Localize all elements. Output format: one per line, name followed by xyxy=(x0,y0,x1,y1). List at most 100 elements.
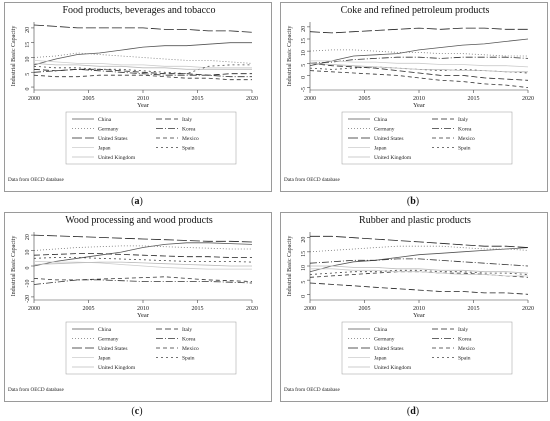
series-line-japan xyxy=(310,268,528,277)
y-axis-label: Industrial Basic Capacity xyxy=(287,26,293,87)
y-axis-label: Industrial Basic Capacity xyxy=(287,236,293,297)
legend-label: Germany xyxy=(98,127,119,133)
x-tick-label: 2015 xyxy=(468,306,480,312)
y-tick-label: -5 xyxy=(301,87,307,92)
x-tick-label: 2010 xyxy=(137,96,149,102)
series-line-spain xyxy=(33,64,252,75)
legend-label: United States xyxy=(374,346,403,352)
y-tick-label: 10 xyxy=(301,50,307,56)
legend-label: Korea xyxy=(458,337,472,343)
series-line-korea xyxy=(309,56,529,64)
series-line-united-states xyxy=(33,234,253,243)
legend-label: China xyxy=(374,327,388,333)
chart-a: 0 5 10 15 20 2000 2005 2010 2015 2020 Industrial B… xyxy=(8,22,258,183)
y-tick-label: -20 xyxy=(25,295,31,303)
y-tick-label: 5 xyxy=(301,281,307,284)
panel-a: Food products, beverages and tobacco 0 5 1… xyxy=(4,2,274,202)
legend-box xyxy=(65,111,237,165)
series-line-japan xyxy=(310,60,529,68)
x-axis-label: Year xyxy=(413,312,426,319)
legend-label: Spain xyxy=(182,146,195,152)
series-line-italy xyxy=(33,253,252,258)
x-tick-label: 2000 xyxy=(304,96,316,102)
series-line-germany xyxy=(33,52,253,64)
x-tick-label: 2015 xyxy=(468,96,480,102)
source-note: Data from OECD database xyxy=(284,176,340,183)
series-line-spain xyxy=(309,66,529,74)
legend-label: Italy xyxy=(458,327,468,333)
series-line-united-states xyxy=(33,24,253,33)
x-tick-label: 2010 xyxy=(413,96,425,102)
legend-label: Mexico xyxy=(458,136,475,142)
x-tick-label: 2015 xyxy=(192,306,204,312)
series-line-china xyxy=(309,38,529,67)
y-tick-label: 20 xyxy=(301,26,307,32)
legend-label: Korea xyxy=(182,127,196,133)
panel-c: Wood processing and wood products -20 -10… xyxy=(4,212,274,412)
legend-label: Italy xyxy=(182,117,192,123)
panel-title: Coke and refined petroleum products xyxy=(340,5,490,16)
series-line-korea xyxy=(33,68,252,78)
legend-label: China xyxy=(98,327,112,333)
series-line-italy xyxy=(309,62,529,81)
panel-label-d: (d) xyxy=(406,406,420,417)
y-tick-label: 15 xyxy=(25,42,31,48)
panel-label-a: (a) xyxy=(131,196,143,207)
panel-label-c: (c) xyxy=(131,406,143,417)
y-tick-label: 0 xyxy=(25,88,31,91)
x-tick-label: 2000 xyxy=(28,306,40,312)
legend-label: Mexico xyxy=(182,346,199,352)
legend-label: Mexico xyxy=(182,136,199,142)
source-note: Data from OECD database xyxy=(8,386,64,393)
panel-d: Rubber and plastic products 0 5 10 15 20 2000… xyxy=(280,212,550,412)
legend-label: Korea xyxy=(182,337,196,343)
panel-label-b: (b) xyxy=(406,196,420,207)
y-tick-label: 15 xyxy=(301,251,307,257)
x-axis-label: Year xyxy=(413,102,426,109)
legend-label: United Kingdom xyxy=(98,365,136,371)
legend-label: Germany xyxy=(374,337,395,343)
series-line-spain xyxy=(309,269,529,275)
x-tick-label: 2020 xyxy=(522,306,534,312)
legend-label: United Kingdom xyxy=(374,365,412,371)
series-line-united-kingdom xyxy=(310,265,529,274)
legend-label: Italy xyxy=(458,117,468,123)
chart-c: -20 -10 0 10 20 2000 2005 2010 2015 2020 Industria… xyxy=(8,232,258,393)
y-tick-label: 10 xyxy=(301,265,307,271)
legend-label: Germany xyxy=(374,127,395,133)
x-tick-label: 2005 xyxy=(83,96,95,102)
panel-title: Wood processing and wood products xyxy=(65,215,213,226)
series-line-korea xyxy=(309,258,529,267)
series-line-mexico xyxy=(309,271,529,278)
series-line-japan xyxy=(33,60,252,69)
legend-label: Mexico xyxy=(458,346,475,352)
y-tick-label: 20 xyxy=(25,234,31,240)
x-tick-label: 2015 xyxy=(192,96,204,102)
legend-label: Germany xyxy=(98,337,119,343)
y-tick-label: 20 xyxy=(25,27,31,33)
y-tick-label: 10 xyxy=(25,56,31,62)
series-line-italy xyxy=(33,68,252,76)
y-tick-label: 0 xyxy=(301,76,307,79)
legend-label: Spain xyxy=(182,356,195,362)
legend-label: Japan xyxy=(374,356,387,362)
x-tick-label: 2005 xyxy=(359,306,371,312)
legend-box xyxy=(65,321,237,375)
x-tick-label: 2000 xyxy=(304,306,316,312)
legend-label: United Kingdom xyxy=(374,155,412,161)
x-tick-label: 2010 xyxy=(413,306,425,312)
series-line-united-states xyxy=(310,235,529,248)
chart-d: 0 5 10 15 20 2000 2005 2010 2015 2020 Industrial B… xyxy=(284,232,534,393)
series-line-united-kingdom xyxy=(33,261,252,267)
series-line-united-states xyxy=(309,27,528,34)
legend-label: China xyxy=(374,117,388,123)
chart-b: -5 0 5 10 15 20 2000 2005 2010 2015 2020 Industrial… xyxy=(284,22,534,183)
y-tick-label: 10 xyxy=(25,250,31,256)
x-tick-label: 2005 xyxy=(83,306,95,312)
series-line-korea xyxy=(33,279,253,285)
series-line-japan xyxy=(33,261,252,270)
x-tick-label: 2010 xyxy=(137,306,149,312)
series-line-china xyxy=(33,242,253,267)
legend-label: Spain xyxy=(458,356,471,362)
legend-label: United States xyxy=(98,136,127,142)
